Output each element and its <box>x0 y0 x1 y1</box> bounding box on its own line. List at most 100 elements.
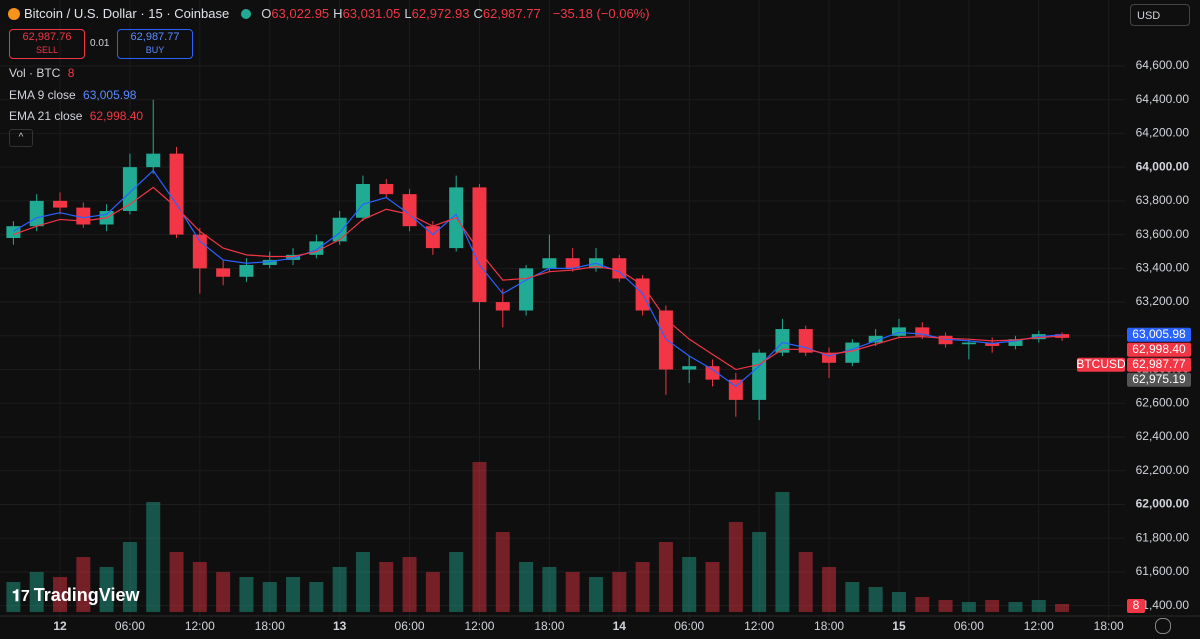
brand-name: TradingView <box>33 585 140 605</box>
y-tick-label: 63,200.00 <box>1136 294 1190 308</box>
price-tag-label: 62,975.19 <box>1132 372 1186 386</box>
buy-button[interactable]: 62,987.77 BUY <box>117 29 193 59</box>
volume-bar <box>728 522 743 612</box>
collapse-button[interactable]: ^ <box>9 129 33 147</box>
x-tick-label: 18:00 <box>255 619 285 633</box>
sell-price: 62,987.76 <box>22 31 72 43</box>
candle-body <box>565 258 580 269</box>
vol-value: 8 <box>67 66 75 80</box>
y-tick-label: 61,600.00 <box>1136 564 1190 578</box>
symbol-tag <box>1077 357 1125 372</box>
candle-body <box>1055 334 1070 338</box>
vol-legend: Vol · BTC 8 <box>9 66 74 80</box>
x-tick-label: 06:00 <box>115 619 145 633</box>
ohlc-key: O <box>261 6 272 21</box>
ohlc: O63,022.95 H63,031.05 L62,972.93 C62,987.77 <box>261 6 545 21</box>
buy-price: 62,987.77 <box>130 31 180 43</box>
x-tick-label: 13 <box>333 619 347 633</box>
volume-bar <box>682 557 697 612</box>
candle-body <box>915 327 930 336</box>
x-tick-label: 12:00 <box>185 619 215 633</box>
x-tick-label: 12 <box>53 619 67 633</box>
price-tag-label: 62,987.77 <box>1132 357 1186 371</box>
volume-bar <box>29 572 44 612</box>
x-tick-label: 06:00 <box>674 619 704 633</box>
ema9-legend: EMA 9 close 63,005.98 <box>9 88 136 102</box>
volume-bar <box>985 600 1000 612</box>
candle-body <box>682 366 697 370</box>
symbol-tag-label: BTCUSD <box>1076 357 1126 371</box>
ema-line <box>13 186 1063 371</box>
x-tick-label: 15 <box>892 619 906 633</box>
volume-bar <box>122 542 137 612</box>
volume-bar <box>519 562 534 612</box>
volume-bar <box>775 492 790 612</box>
candle-body <box>29 200 44 227</box>
x-tick-label: 18:00 <box>814 619 844 633</box>
candle-body <box>822 352 837 363</box>
volume-bar <box>192 562 207 612</box>
y-tick-label: 61,400.00 <box>1136 598 1190 612</box>
y-tick-label: 62,000.00 <box>1136 497 1190 511</box>
candle-body <box>495 302 510 311</box>
ema-line <box>13 169 1063 388</box>
settings-button[interactable] <box>1155 618 1171 634</box>
volume-bar <box>1008 602 1023 612</box>
volume-bar <box>612 572 627 612</box>
market-dot <box>241 8 252 19</box>
ema9-value: 63,005.98 <box>83 88 137 102</box>
volume-bar <box>472 462 487 612</box>
candle-body <box>216 268 231 277</box>
x-tick-label: 06:00 <box>954 619 984 633</box>
y-tick-label: 61,800.00 <box>1136 530 1190 544</box>
volume-tag-label: 8 <box>1133 598 1140 612</box>
volume-bar <box>915 597 930 612</box>
buy-label: BUY <box>145 45 165 55</box>
candle-body <box>985 342 1000 346</box>
ohlc-key: L <box>404 6 412 21</box>
spread: 0.01 <box>90 38 110 49</box>
x-tick-label: 12:00 <box>1024 619 1054 633</box>
volume-bar <box>891 592 906 612</box>
volume-bar <box>355 552 370 612</box>
candle-body <box>332 217 347 242</box>
ohlc-value: 62,987.77 <box>482 6 541 21</box>
x-tick-label: 18:00 <box>534 619 564 633</box>
vol-label: Vol · BTC <box>9 66 61 80</box>
candle-body <box>658 310 673 370</box>
candle-body <box>169 153 184 235</box>
volume-bar <box>309 582 324 612</box>
volume-bar <box>99 567 114 612</box>
ohlc-value: 63,031.05 <box>342 6 401 21</box>
volume-bar <box>565 572 580 612</box>
volume-bar <box>425 572 440 612</box>
ohlc-key: C <box>473 6 483 21</box>
candle-body <box>961 342 976 345</box>
y-tick-label: 64,000.00 <box>1136 159 1190 173</box>
volume-bar <box>286 577 301 612</box>
y-tick-label: 63,600.00 <box>1136 227 1190 241</box>
y-tick-label: 63,400.00 <box>1136 261 1190 275</box>
volume-bar <box>1031 600 1046 612</box>
candle-body <box>355 184 370 218</box>
candle-body <box>192 234 207 269</box>
candle-body <box>425 226 440 249</box>
candle-body <box>728 379 743 400</box>
volume-tag <box>1127 599 1145 613</box>
volume-bar <box>53 577 67 612</box>
header: Bitcoin / U.S. Dollar · 15 · Coinbase O6… <box>8 6 650 21</box>
ohlc-value: 62,972.93 <box>411 6 470 21</box>
volume-bar <box>449 552 464 612</box>
currency-select[interactable]: USD <box>1130 4 1190 26</box>
symbol-title: Bitcoin / U.S. Dollar · 15 · Coinbase <box>24 6 230 21</box>
volume-bar <box>1055 604 1070 612</box>
sell-button[interactable]: 62,987.76 SELL <box>9 29 85 59</box>
candle-body <box>286 254 301 260</box>
price-tag <box>1127 372 1191 387</box>
volume-bar <box>379 562 394 612</box>
candle-body <box>146 153 161 168</box>
ohlc-key: H <box>333 6 343 21</box>
price-tag <box>1127 342 1191 357</box>
